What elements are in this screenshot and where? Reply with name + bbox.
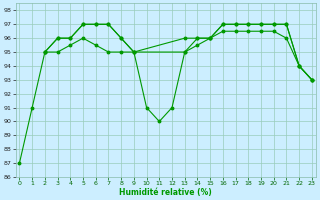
X-axis label: Humidité relative (%): Humidité relative (%) bbox=[119, 188, 212, 197]
